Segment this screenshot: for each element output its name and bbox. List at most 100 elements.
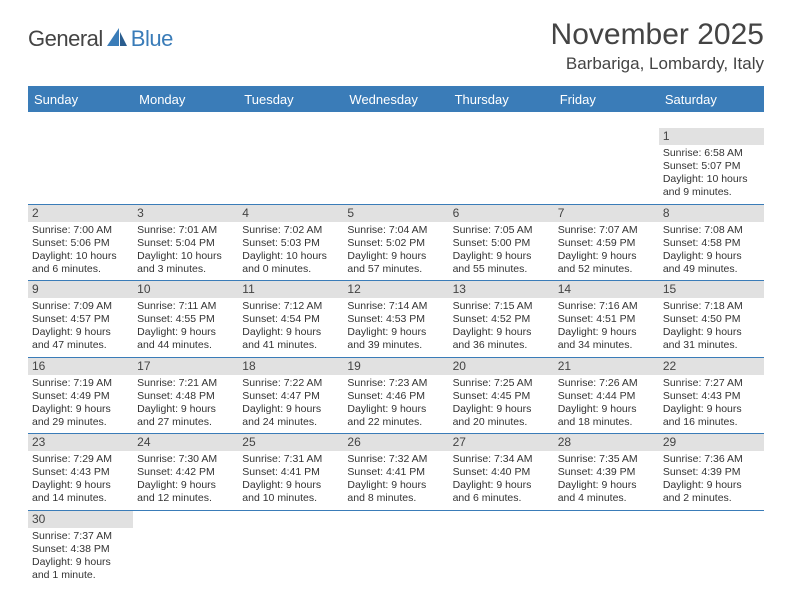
dow-wednesday: Wednesday xyxy=(343,88,448,112)
daylight-text: and 9 minutes. xyxy=(663,186,760,199)
dow-friday: Friday xyxy=(554,88,659,112)
sunset-text: Sunset: 4:47 PM xyxy=(242,390,339,403)
daylight-text: Daylight: 10 hours xyxy=(137,250,234,263)
daylight-text: and 49 minutes. xyxy=(663,263,760,276)
daylight-text: Daylight: 9 hours xyxy=(453,326,550,339)
sunset-text: Sunset: 4:42 PM xyxy=(137,466,234,479)
day-number: 2 xyxy=(28,205,133,222)
daylight-text: Daylight: 9 hours xyxy=(32,479,129,492)
sunrise-text: Sunrise: 7:07 AM xyxy=(558,224,655,237)
day-number: 21 xyxy=(554,358,659,375)
day-21: 21Sunrise: 7:26 AMSunset: 4:44 PMDayligh… xyxy=(554,358,659,434)
day-16: 16Sunrise: 7:19 AMSunset: 4:49 PMDayligh… xyxy=(28,358,133,434)
week-row: 23Sunrise: 7:29 AMSunset: 4:43 PMDayligh… xyxy=(28,434,764,511)
sunrise-text: Sunrise: 7:26 AM xyxy=(558,377,655,390)
sunset-text: Sunset: 4:50 PM xyxy=(663,313,760,326)
empty-cell xyxy=(554,128,659,204)
day-number: 26 xyxy=(343,434,448,451)
sunset-text: Sunset: 5:00 PM xyxy=(453,237,550,250)
daylight-text: and 3 minutes. xyxy=(137,263,234,276)
dow-monday: Monday xyxy=(133,88,238,112)
dow-sunday: Sunday xyxy=(28,88,133,112)
day-1: 1Sunrise: 6:58 AMSunset: 5:07 PMDaylight… xyxy=(659,128,764,204)
day-4: 4Sunrise: 7:02 AMSunset: 5:03 PMDaylight… xyxy=(238,205,343,281)
day-number: 18 xyxy=(238,358,343,375)
daylight-text: and 20 minutes. xyxy=(453,416,550,429)
sunset-text: Sunset: 5:04 PM xyxy=(137,237,234,250)
daylight-text: and 6 minutes. xyxy=(453,492,550,505)
daylight-text: Daylight: 9 hours xyxy=(663,250,760,263)
day-number: 9 xyxy=(28,281,133,298)
daylight-text: and 27 minutes. xyxy=(137,416,234,429)
day-number: 22 xyxy=(659,358,764,375)
month-title: November 2025 xyxy=(551,18,764,52)
day-number: 17 xyxy=(133,358,238,375)
days-of-week-row: SundayMondayTuesdayWednesdayThursdayFrid… xyxy=(28,88,764,112)
daylight-text: Daylight: 9 hours xyxy=(453,403,550,416)
daylight-text: Daylight: 9 hours xyxy=(137,326,234,339)
calendar: SundayMondayTuesdayWednesdayThursdayFrid… xyxy=(28,86,764,586)
sunset-text: Sunset: 4:44 PM xyxy=(558,390,655,403)
sunset-text: Sunset: 4:52 PM xyxy=(453,313,550,326)
daylight-text: and 22 minutes. xyxy=(347,416,444,429)
daylight-text: and 1 minute. xyxy=(32,569,129,582)
sunrise-text: Sunrise: 7:31 AM xyxy=(242,453,339,466)
sunrise-text: Sunrise: 7:22 AM xyxy=(242,377,339,390)
daylight-text: and 12 minutes. xyxy=(137,492,234,505)
day-number: 13 xyxy=(449,281,554,298)
daylight-text: and 31 minutes. xyxy=(663,339,760,352)
sunset-text: Sunset: 4:46 PM xyxy=(347,390,444,403)
day-number: 23 xyxy=(28,434,133,451)
daylight-text: Daylight: 9 hours xyxy=(558,326,655,339)
day-number: 25 xyxy=(238,434,343,451)
sunrise-text: Sunrise: 7:05 AM xyxy=(453,224,550,237)
daylight-text: Daylight: 9 hours xyxy=(242,403,339,416)
calendar-body: 1Sunrise: 6:58 AMSunset: 5:07 PMDaylight… xyxy=(28,112,764,586)
daylight-text: Daylight: 9 hours xyxy=(347,250,444,263)
day-number: 29 xyxy=(659,434,764,451)
day-number: 30 xyxy=(28,511,133,528)
sunrise-text: Sunrise: 7:15 AM xyxy=(453,300,550,313)
location: Barbariga, Lombardy, Italy xyxy=(551,54,764,74)
daylight-text: Daylight: 9 hours xyxy=(663,403,760,416)
day-number: 12 xyxy=(343,281,448,298)
daylight-text: and 10 minutes. xyxy=(242,492,339,505)
day-27: 27Sunrise: 7:34 AMSunset: 4:40 PMDayligh… xyxy=(449,434,554,510)
day-number: 20 xyxy=(449,358,554,375)
dow-tuesday: Tuesday xyxy=(238,88,343,112)
daylight-text: Daylight: 9 hours xyxy=(558,479,655,492)
sunset-text: Sunset: 4:43 PM xyxy=(663,390,760,403)
daylight-text: Daylight: 9 hours xyxy=(242,479,339,492)
sunset-text: Sunset: 5:02 PM xyxy=(347,237,444,250)
sunset-text: Sunset: 4:41 PM xyxy=(347,466,444,479)
day-number: 8 xyxy=(659,205,764,222)
sunset-text: Sunset: 4:41 PM xyxy=(242,466,339,479)
daylight-text: and 47 minutes. xyxy=(32,339,129,352)
sunrise-text: Sunrise: 7:19 AM xyxy=(32,377,129,390)
day-30: 30Sunrise: 7:37 AMSunset: 4:38 PMDayligh… xyxy=(28,511,133,587)
day-25: 25 Sunrise: 7:31 AMSunset: 4:41 PMDayligh… xyxy=(238,434,343,510)
daylight-text: and 39 minutes. xyxy=(347,339,444,352)
empty-cell xyxy=(554,511,659,587)
day-20: 20Sunrise: 7:25 AMSunset: 4:45 PMDayligh… xyxy=(449,358,554,434)
sunrise-text: Sunrise: 7:12 AM xyxy=(242,300,339,313)
day-number: 14 xyxy=(554,281,659,298)
header: General Blue November 2025 Barbariga, Lo… xyxy=(0,0,792,80)
sunrise-text: Sunrise: 7:35 AM xyxy=(558,453,655,466)
daylight-text: Daylight: 9 hours xyxy=(663,479,760,492)
sunset-text: Sunset: 4:55 PM xyxy=(137,313,234,326)
daylight-text: and 6 minutes. xyxy=(32,263,129,276)
sunset-text: Sunset: 4:38 PM xyxy=(32,543,129,556)
daylight-text: Daylight: 9 hours xyxy=(137,479,234,492)
sunrise-text: Sunrise: 7:00 AM xyxy=(32,224,129,237)
empty-cell xyxy=(238,511,343,587)
sunset-text: Sunset: 4:58 PM xyxy=(663,237,760,250)
sunset-text: Sunset: 4:43 PM xyxy=(32,466,129,479)
day-10: 10Sunrise: 7:11 AMSunset: 4:55 PMDayligh… xyxy=(133,281,238,357)
daylight-text: and 44 minutes. xyxy=(137,339,234,352)
empty-cell xyxy=(133,128,238,204)
daylight-text: and 14 minutes. xyxy=(32,492,129,505)
sunrise-text: Sunrise: 7:23 AM xyxy=(347,377,444,390)
sunrise-text: Sunrise: 7:11 AM xyxy=(137,300,234,313)
daylight-text: Daylight: 9 hours xyxy=(32,556,129,569)
